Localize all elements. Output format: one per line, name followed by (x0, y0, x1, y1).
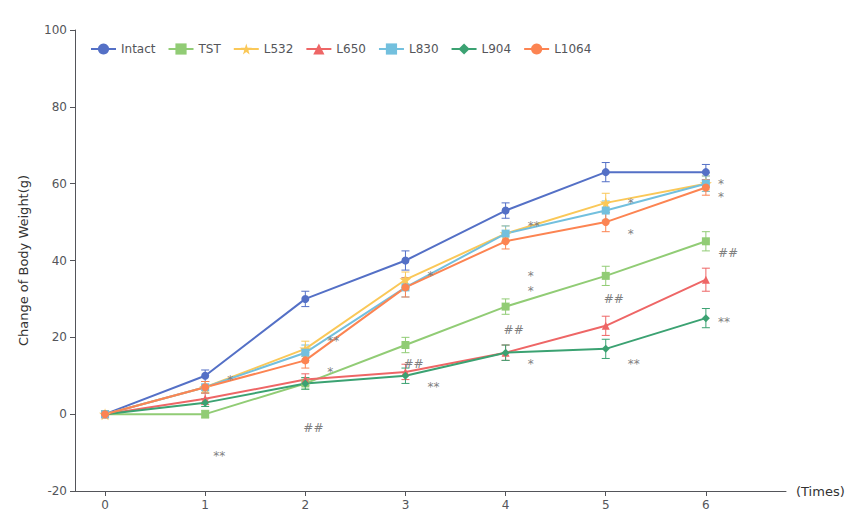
svg-text:*: * (427, 269, 433, 283)
svg-text:*: * (628, 227, 634, 241)
svg-text:*: * (718, 190, 724, 204)
svg-text:0: 0 (59, 407, 67, 421)
svg-text:**: ** (528, 219, 540, 233)
svg-text:100: 100 (44, 23, 67, 37)
svg-text:2: 2 (302, 498, 310, 512)
svg-text:*: * (528, 269, 534, 283)
svg-text:##: ## (604, 292, 624, 306)
svg-text:*: * (227, 373, 233, 387)
svg-text:**: ** (213, 449, 225, 463)
svg-text:##: ## (403, 357, 423, 371)
svg-text:80: 80 (52, 100, 67, 114)
svg-text:L532: L532 (264, 42, 294, 56)
svg-text:-20: -20 (47, 484, 67, 498)
svg-text:20: 20 (52, 330, 67, 344)
svg-text:Intact: Intact (121, 42, 156, 56)
svg-text:**: ** (718, 315, 730, 329)
svg-text:6: 6 (702, 498, 710, 512)
svg-text:0: 0 (101, 498, 109, 512)
svg-text:1: 1 (201, 498, 209, 512)
svg-text:40: 40 (52, 254, 67, 268)
svg-text:##: ## (718, 246, 738, 260)
svg-text:**: ** (628, 357, 640, 371)
svg-text:##: ## (303, 421, 323, 435)
svg-text:*: * (628, 196, 634, 210)
svg-text:*: * (528, 284, 534, 298)
svg-text:*: * (528, 357, 534, 371)
svg-text:*: * (327, 365, 333, 379)
svg-text:TST: TST (198, 42, 222, 56)
svg-text:4: 4 (502, 498, 510, 512)
svg-text:L650: L650 (336, 42, 366, 56)
svg-text:*: * (718, 177, 724, 191)
svg-text:5: 5 (602, 498, 610, 512)
svg-text:**: ** (327, 334, 339, 348)
svg-text:60: 60 (52, 177, 67, 191)
svg-text:L1064: L1064 (554, 42, 591, 56)
svg-text:Change of Body Weight(g): Change of Body Weight(g) (16, 175, 31, 346)
svg-text:**: ** (427, 380, 439, 394)
svg-text:3: 3 (402, 498, 410, 512)
svg-text:L830: L830 (409, 42, 439, 56)
svg-text:##: ## (504, 323, 524, 337)
svg-text:(Times): (Times) (796, 484, 845, 499)
svg-text:L904: L904 (482, 42, 512, 56)
